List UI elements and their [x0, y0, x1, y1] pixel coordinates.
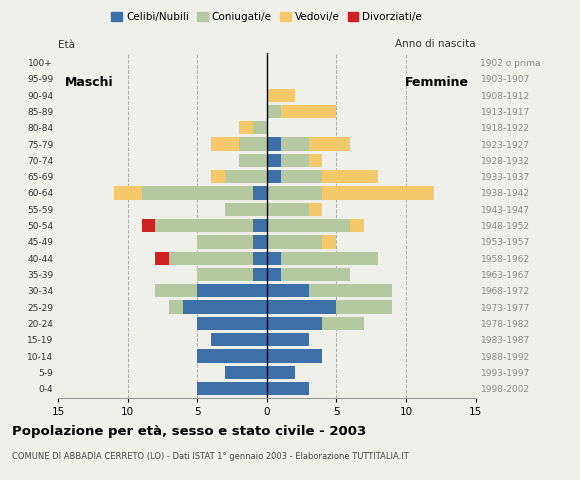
- Bar: [197, 317, 267, 330]
- Bar: [253, 235, 267, 249]
- Text: Età: Età: [58, 39, 75, 49]
- Bar: [267, 137, 281, 151]
- Bar: [267, 235, 322, 249]
- Bar: [253, 121, 267, 134]
- Bar: [197, 382, 267, 396]
- Bar: [267, 88, 295, 102]
- Bar: [267, 105, 281, 118]
- Bar: [267, 170, 281, 183]
- Bar: [197, 349, 267, 363]
- Bar: [267, 284, 309, 298]
- Bar: [169, 252, 253, 265]
- Bar: [267, 333, 309, 347]
- Bar: [267, 252, 281, 265]
- Bar: [322, 317, 364, 330]
- Bar: [267, 317, 322, 330]
- Bar: [155, 219, 253, 232]
- Bar: [309, 284, 392, 298]
- Bar: [322, 170, 378, 183]
- Bar: [239, 154, 267, 167]
- Bar: [225, 170, 267, 183]
- Bar: [322, 186, 434, 200]
- Bar: [253, 268, 267, 281]
- Bar: [155, 284, 197, 298]
- Bar: [267, 366, 295, 379]
- Bar: [197, 284, 267, 298]
- Bar: [267, 349, 322, 363]
- Bar: [267, 382, 309, 396]
- Bar: [350, 219, 364, 232]
- Bar: [267, 300, 336, 314]
- Bar: [281, 252, 378, 265]
- Bar: [253, 186, 267, 200]
- Bar: [239, 137, 267, 151]
- Bar: [309, 203, 322, 216]
- Bar: [267, 219, 350, 232]
- Bar: [267, 186, 322, 200]
- Text: Anno di nascita: Anno di nascita: [395, 39, 476, 49]
- Bar: [169, 300, 183, 314]
- Bar: [281, 170, 322, 183]
- Bar: [211, 137, 239, 151]
- Bar: [211, 333, 267, 347]
- Text: Popolazione per età, sesso e stato civile - 2003: Popolazione per età, sesso e stato civil…: [12, 425, 366, 438]
- Bar: [309, 137, 350, 151]
- Bar: [267, 154, 281, 167]
- Bar: [281, 105, 336, 118]
- Bar: [281, 154, 309, 167]
- Bar: [197, 268, 253, 281]
- Bar: [183, 300, 267, 314]
- Bar: [322, 235, 336, 249]
- Bar: [142, 219, 155, 232]
- Bar: [225, 366, 267, 379]
- Text: Maschi: Maschi: [65, 76, 114, 89]
- Bar: [267, 203, 309, 216]
- Bar: [211, 170, 225, 183]
- Bar: [225, 203, 267, 216]
- Bar: [336, 300, 392, 314]
- Bar: [197, 235, 253, 249]
- Bar: [114, 186, 142, 200]
- Bar: [309, 154, 322, 167]
- Text: Femmine: Femmine: [405, 76, 469, 89]
- Bar: [253, 219, 267, 232]
- Bar: [267, 268, 281, 281]
- Bar: [239, 121, 253, 134]
- Bar: [253, 252, 267, 265]
- Bar: [281, 137, 309, 151]
- Bar: [142, 186, 253, 200]
- Bar: [281, 268, 350, 281]
- Legend: Celibi/Nubili, Coniugati/e, Vedovi/e, Divorziati/e: Celibi/Nubili, Coniugati/e, Vedovi/e, Di…: [107, 8, 426, 26]
- Bar: [155, 252, 169, 265]
- Text: COMUNE DI ABBADIA CERRETO (LO) - Dati ISTAT 1° gennaio 2003 - Elaborazione TUTTI: COMUNE DI ABBADIA CERRETO (LO) - Dati IS…: [12, 452, 408, 461]
